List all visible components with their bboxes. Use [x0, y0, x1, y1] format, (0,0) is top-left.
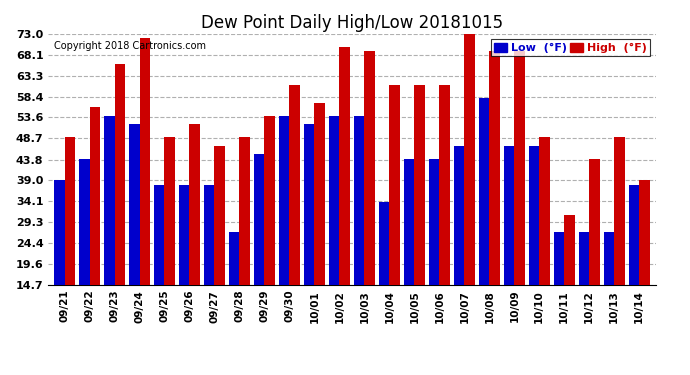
Bar [354, 116, 364, 285]
Bar [579, 232, 589, 285]
Bar [489, 51, 500, 285]
Bar [429, 159, 440, 285]
Bar [504, 146, 514, 285]
Bar [79, 159, 90, 285]
Title: Dew Point Daily High/Low 20181015: Dew Point Daily High/Low 20181015 [201, 14, 503, 32]
Bar [129, 124, 139, 285]
Bar [404, 159, 415, 285]
Bar [315, 103, 325, 285]
Bar [215, 146, 225, 285]
Bar [204, 184, 215, 285]
Bar [329, 116, 339, 285]
Bar [364, 51, 375, 285]
Bar [379, 202, 389, 285]
Legend: Low  (°F), High  (°F): Low (°F), High (°F) [491, 39, 650, 56]
Bar [529, 146, 540, 285]
Bar [604, 232, 614, 285]
Bar [190, 124, 200, 285]
Bar [629, 184, 639, 285]
Bar [254, 154, 264, 285]
Bar [65, 137, 75, 285]
Bar [229, 232, 239, 285]
Bar [554, 232, 564, 285]
Bar [639, 180, 650, 285]
Text: Copyright 2018 Cartronics.com: Copyright 2018 Cartronics.com [55, 41, 206, 51]
Bar [614, 137, 624, 285]
Bar [564, 215, 575, 285]
Bar [479, 98, 489, 285]
Bar [115, 64, 125, 285]
Bar [540, 137, 550, 285]
Bar [464, 34, 475, 285]
Bar [154, 184, 164, 285]
Bar [415, 86, 425, 285]
Bar [239, 137, 250, 285]
Bar [304, 124, 315, 285]
Bar [289, 86, 300, 285]
Bar [104, 116, 115, 285]
Bar [454, 146, 464, 285]
Bar [179, 184, 190, 285]
Bar [279, 116, 289, 285]
Bar [90, 107, 100, 285]
Bar [139, 38, 150, 285]
Bar [589, 159, 600, 285]
Bar [54, 180, 65, 285]
Bar [514, 51, 525, 285]
Bar [389, 86, 400, 285]
Bar [339, 46, 350, 285]
Bar [264, 116, 275, 285]
Bar [164, 137, 175, 285]
Bar [440, 86, 450, 285]
